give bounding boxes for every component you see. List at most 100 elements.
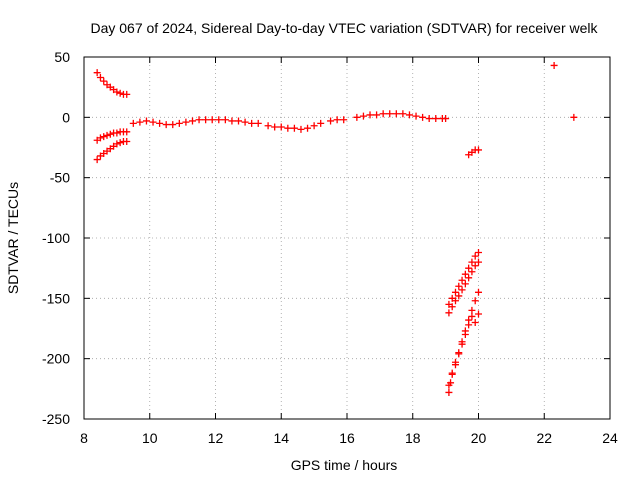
data-point [100,77,108,85]
data-point [195,116,203,124]
y-tick-label: 0 [62,109,70,125]
x-tick-label: 20 [471,430,487,446]
data-point [96,134,104,142]
data-point [465,321,473,329]
data-point [123,90,131,98]
data-point [405,111,413,119]
data-point [123,137,131,145]
data-point [327,117,335,125]
data-point [570,113,578,121]
data-point [475,248,482,256]
data-point [550,61,558,69]
data-point [215,116,223,124]
x-tick-label: 18 [405,430,421,446]
data-point [116,139,124,147]
data-point [379,110,387,118]
data-point [475,288,482,296]
x-tick-label: 16 [339,430,355,446]
data-point [228,117,236,125]
data-point [202,116,210,124]
data-point [317,119,325,127]
data-point [412,112,420,120]
data-point [445,388,453,396]
y-tick-label: -200 [42,351,70,367]
data-point [188,117,196,125]
data-point [241,118,249,126]
data-point [271,123,279,131]
data-point [386,110,394,118]
data-point [221,116,229,124]
data-point [455,282,463,290]
data-point [290,124,298,132]
data-point [468,312,476,320]
y-axis-label: SDTVAR / TECUs [5,182,21,294]
data-point [169,121,177,129]
y-tick-labels: -250 -200 -150 -100 -50 0 50 [42,49,70,427]
data-point [451,297,459,305]
data-point [445,309,453,317]
data-point [304,124,312,132]
data-point [461,331,469,339]
data-point [100,133,108,141]
data-point [455,292,463,300]
data-point [248,119,256,127]
data-point [392,110,400,118]
data-point [458,286,466,294]
chart-title: Day 067 of 2024, Sidereal Day-to-day VTE… [90,20,598,36]
data-point [471,318,479,326]
data-point [445,381,453,389]
data-point [468,306,476,314]
data-point [149,118,157,126]
data-point [113,129,121,137]
data-point [235,117,243,125]
x-axis-label: GPS time / hours [291,457,398,473]
data-point [448,370,456,378]
data-point [461,280,469,288]
data-point [277,123,285,131]
data-point [156,119,164,127]
data-point [458,276,466,284]
grid-lines [84,57,610,419]
data-point [451,361,459,369]
data-point [465,274,473,282]
x-tick-label: 22 [536,430,552,446]
y-tick-label: -50 [50,170,70,186]
data-point [129,119,137,127]
data-point [333,116,341,124]
data-point [475,310,482,318]
data-point [310,122,318,130]
data-point [419,113,427,121]
data-point [136,118,144,126]
data-point [106,130,114,138]
x-tick-label: 10 [142,430,158,446]
data-point [208,116,216,124]
data-point [359,112,367,120]
data-point [96,74,104,82]
data-point [353,113,361,121]
data-point [475,146,482,154]
data-point [116,89,124,97]
data-point [458,340,466,348]
data-point [366,111,374,119]
data-point [175,119,183,127]
data-point [471,297,479,305]
data-point [284,124,292,132]
data-point [182,118,190,126]
data-point [373,111,381,119]
data-point [340,116,348,124]
data-point [113,88,121,96]
data-point [142,117,150,125]
data-point [461,270,469,278]
data-point [254,119,262,127]
y-tick-label: -150 [42,290,70,306]
data-point [93,69,101,77]
data-point [264,122,272,130]
data-point [103,131,111,139]
data-point [113,140,121,148]
data-point [432,115,440,123]
data-point [442,115,450,123]
x-tick-label: 12 [208,430,224,446]
x-tick-label: 8 [80,430,88,446]
data-point [448,303,456,311]
data-point [162,121,170,129]
